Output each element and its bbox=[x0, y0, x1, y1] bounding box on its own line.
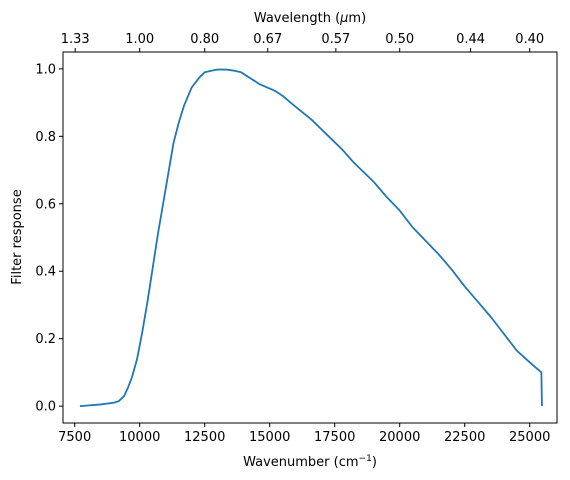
x-tick-label: 15000 bbox=[249, 430, 290, 445]
top-tick-label: 0.57 bbox=[321, 32, 350, 47]
top-tick-label: 0.40 bbox=[515, 32, 544, 47]
x-tick-label: 17500 bbox=[314, 430, 355, 445]
x-axis-label-exponent: −1 bbox=[359, 454, 372, 464]
top-tick-label: 0.50 bbox=[385, 32, 414, 47]
x-tick-label: 10000 bbox=[119, 430, 160, 445]
x-tick-label: 7500 bbox=[58, 430, 91, 445]
top-axis-label: Wavelength (μm) bbox=[254, 11, 366, 26]
x-tick-label: 22500 bbox=[444, 430, 485, 445]
y-tick-label: 0.6 bbox=[35, 197, 56, 212]
y-axis: 0.0 0.2 0.4 0.6 0.8 1.0 bbox=[35, 62, 63, 415]
x-axis-bottom: 7500 10000 12500 15000 17500 20000 22500 25000 bbox=[58, 423, 550, 445]
top-tick-label: 0.80 bbox=[190, 32, 219, 47]
top-axis-label-unit: m) bbox=[348, 11, 366, 26]
y-tick-label: 1.0 bbox=[35, 62, 56, 77]
y-axis-label: Filter response bbox=[10, 189, 25, 284]
top-axis-label-mu: μ bbox=[339, 11, 348, 26]
top-tick-label: 1.33 bbox=[61, 32, 90, 47]
x-axis-label: Wavenumber (cm−1) bbox=[243, 454, 377, 470]
plot-frame bbox=[62, 51, 558, 424]
x-tick-label: 25000 bbox=[509, 430, 550, 445]
x-axis-label-close: ) bbox=[372, 455, 377, 470]
top-tick-label: 0.44 bbox=[456, 32, 485, 47]
series-line-filter-response bbox=[79, 68, 543, 408]
top-tick-label: 0.67 bbox=[253, 32, 282, 47]
y-tick-label: 0.2 bbox=[35, 332, 56, 347]
y-tick-label: 0.0 bbox=[35, 400, 56, 415]
x-tick-label: 12500 bbox=[184, 430, 225, 445]
y-tick-label: 0.8 bbox=[35, 130, 56, 145]
x-tick-label: 20000 bbox=[379, 430, 420, 445]
top-tick-label: 1.00 bbox=[125, 32, 154, 47]
y-tick-label: 0.4 bbox=[35, 265, 56, 280]
x-axis-top: 1.33 1.00 0.80 0.67 0.57 0.50 0.44 0.40 bbox=[61, 32, 544, 52]
